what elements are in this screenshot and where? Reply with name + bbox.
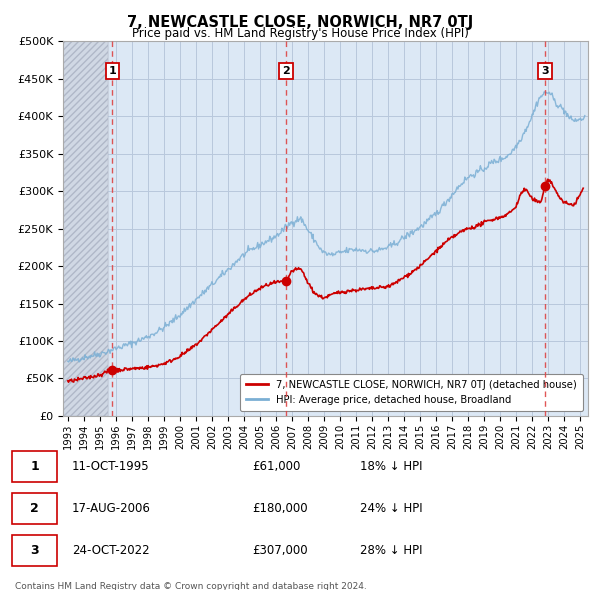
Text: £180,000: £180,000 (252, 502, 308, 515)
Text: 18% ↓ HPI: 18% ↓ HPI (360, 460, 422, 473)
Text: Price paid vs. HM Land Registry's House Price Index (HPI): Price paid vs. HM Land Registry's House … (131, 27, 469, 40)
Legend: 7, NEWCASTLE CLOSE, NORWICH, NR7 0TJ (detached house), HPI: Average price, detac: 7, NEWCASTLE CLOSE, NORWICH, NR7 0TJ (de… (240, 374, 583, 411)
Text: 17-AUG-2006: 17-AUG-2006 (72, 502, 151, 515)
FancyBboxPatch shape (12, 535, 57, 566)
Text: 2: 2 (31, 502, 39, 515)
Text: 24% ↓ HPI: 24% ↓ HPI (360, 502, 422, 515)
Text: 1: 1 (109, 66, 116, 76)
Polygon shape (63, 41, 108, 416)
Text: 3: 3 (31, 544, 39, 557)
Text: 28% ↓ HPI: 28% ↓ HPI (360, 544, 422, 557)
Text: 1: 1 (31, 460, 39, 473)
FancyBboxPatch shape (12, 451, 57, 481)
Text: 24-OCT-2022: 24-OCT-2022 (72, 544, 149, 557)
Text: £61,000: £61,000 (252, 460, 301, 473)
Text: Contains HM Land Registry data © Crown copyright and database right 2024.
This d: Contains HM Land Registry data © Crown c… (15, 582, 367, 590)
FancyBboxPatch shape (12, 493, 57, 523)
Text: 3: 3 (541, 66, 549, 76)
Text: 2: 2 (282, 66, 290, 76)
Text: 11-OCT-1995: 11-OCT-1995 (72, 460, 149, 473)
Text: £307,000: £307,000 (252, 544, 308, 557)
Text: 7, NEWCASTLE CLOSE, NORWICH, NR7 0TJ: 7, NEWCASTLE CLOSE, NORWICH, NR7 0TJ (127, 15, 473, 30)
